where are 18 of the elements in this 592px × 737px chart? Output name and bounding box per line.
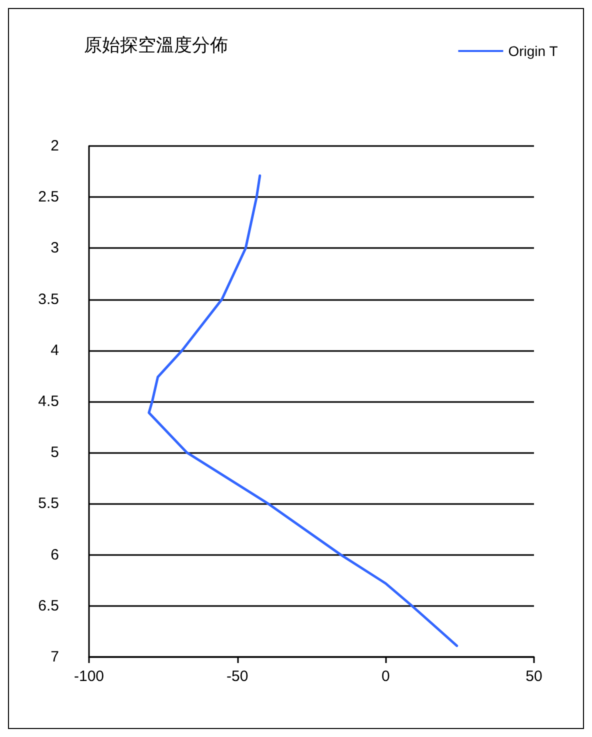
y-tick-label: 3	[50, 240, 59, 257]
y-tick-label: 5	[50, 444, 59, 462]
y-tick-label: 3.5	[38, 290, 59, 308]
line-series	[148, 174, 458, 648]
y-tick-label: 2.5	[38, 188, 59, 206]
y-tick-label: 6	[50, 546, 59, 564]
x-tick-label: 0	[381, 668, 390, 685]
x-tick-label: -100	[74, 668, 104, 685]
y-tick-label: 5.5	[38, 495, 59, 512]
y-tick-label: 6.5	[38, 597, 59, 614]
x-tick-label: 50	[526, 668, 542, 685]
y-tick-label: 7	[50, 648, 59, 666]
y-tick-label: 2	[50, 138, 59, 154]
legend-label: Origin T	[508, 43, 558, 59]
x-tick-label: -50	[226, 668, 248, 685]
chart-title: 原始探空溫度分佈	[84, 35, 228, 55]
y-tick-label: 4.5	[38, 393, 59, 410]
y-tick-label: 4	[50, 342, 59, 359]
